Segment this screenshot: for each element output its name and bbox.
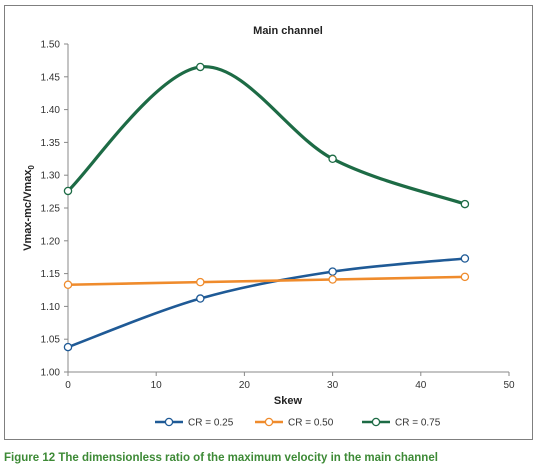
series-line-2 <box>66 275 467 287</box>
figure-caption-label: Figure 12 <box>4 452 56 464</box>
series-line-1 <box>66 257 467 349</box>
data-point <box>460 254 470 263</box>
figure-caption: Figure 12 The dimensionless ratio of the… <box>4 452 438 464</box>
series-group <box>63 62 470 352</box>
data-point <box>328 275 337 284</box>
legend-marker <box>371 417 381 427</box>
y-tick-label: 1.10 <box>41 302 61 313</box>
x-axis-ticks: 0 10 20 30 40 50 <box>65 372 515 391</box>
x-axis-label: Skew <box>274 395 303 407</box>
data-point <box>460 199 470 209</box>
y-axis-label: Vmax-mc/Vmax0 <box>22 165 36 251</box>
legend-marker <box>264 417 274 427</box>
y-axis-label-subscript: 0 <box>27 165 36 170</box>
y-axis-label-main: Vmax-mc/Vmax <box>22 169 34 251</box>
line-chart: Main channel 1.00 1.05 1.10 1.15 1.20 1.25 1.3… <box>22 25 515 429</box>
figure-caption-text: The dimensionless ratio of the maximum v… <box>55 452 438 464</box>
x-tick-label: 0 <box>65 380 71 391</box>
y-tick-label: 1.40 <box>41 105 61 116</box>
y-tick-label: 1.00 <box>41 368 61 379</box>
series-line-3 <box>66 65 467 206</box>
legend: CR = 0.25 CR = 0.50 CR = 0.75 <box>155 418 441 429</box>
data-point <box>328 267 337 276</box>
y-tick-label: 1.50 <box>41 40 61 51</box>
x-tick-label: 10 <box>151 380 163 391</box>
data-point <box>460 272 470 282</box>
y-tick-label: 1.20 <box>41 236 61 247</box>
y-tick-label: 1.25 <box>41 204 61 215</box>
y-axis-ticks: 1.00 1.05 1.10 1.15 1.20 1.25 1.30 1.35 1.40 1.45… <box>41 40 68 379</box>
legend-label: CR = 0.25 <box>188 418 234 429</box>
data-point <box>196 62 205 72</box>
legend-label: CR = 0.50 <box>288 418 334 429</box>
legend-marker <box>164 417 174 427</box>
y-tick-label: 1.15 <box>41 269 61 280</box>
legend-label: CR = 0.75 <box>395 418 441 429</box>
chart-frame: Main channel 1.00 1.05 1.10 1.15 1.20 1.25 1.3… <box>4 5 533 440</box>
chart-title: Main channel <box>253 25 323 37</box>
x-tick-label: 20 <box>239 380 251 391</box>
x-tick-label: 50 <box>503 380 515 391</box>
data-point <box>328 154 337 164</box>
data-point <box>196 277 205 287</box>
data-point <box>63 280 73 290</box>
data-point <box>63 342 73 352</box>
y-tick-label: 1.05 <box>41 335 61 346</box>
y-tick-label: 1.30 <box>41 171 61 182</box>
y-tick-label: 1.45 <box>41 72 61 83</box>
y-tick-label: 1.35 <box>41 138 61 149</box>
data-point <box>63 186 73 196</box>
x-tick-label: 30 <box>327 380 339 391</box>
data-point <box>196 294 205 303</box>
x-tick-label: 40 <box>415 380 427 391</box>
